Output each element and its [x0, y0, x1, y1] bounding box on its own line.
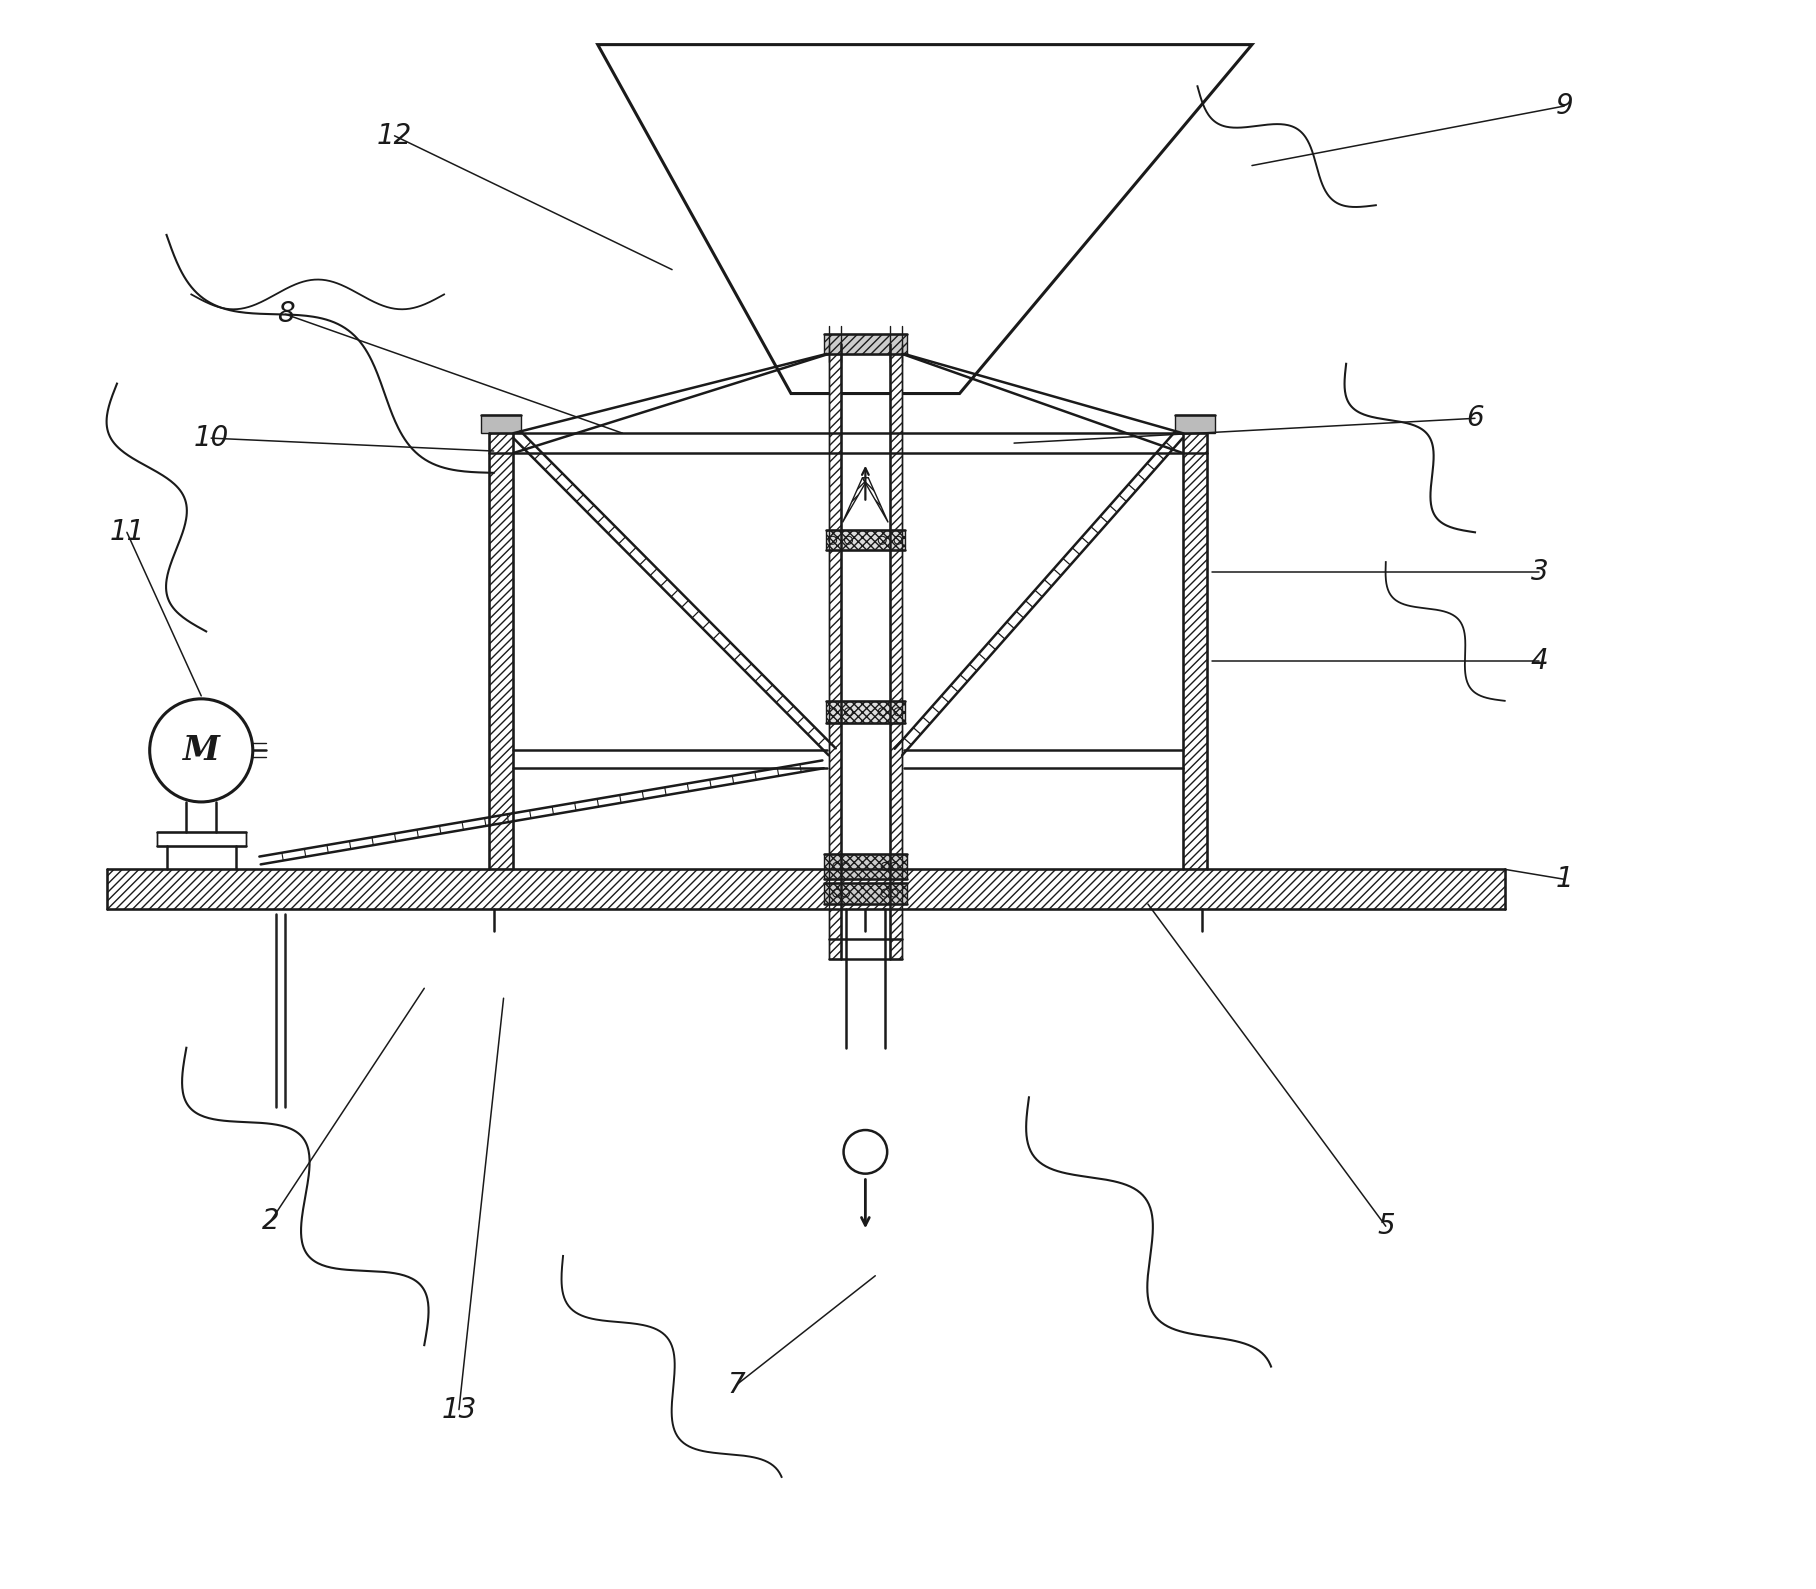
- Text: 2: 2: [262, 1208, 280, 1235]
- Text: 13: 13: [441, 1395, 476, 1424]
- Bar: [107, 869, 1505, 909]
- Text: 5: 5: [1377, 1212, 1395, 1239]
- Text: 3: 3: [1531, 558, 1549, 586]
- Text: 8: 8: [276, 300, 294, 329]
- Bar: [1182, 434, 1208, 869]
- Bar: [824, 883, 906, 904]
- Text: 4: 4: [1531, 647, 1549, 675]
- Bar: [824, 334, 906, 354]
- Bar: [481, 415, 521, 434]
- Text: M: M: [183, 734, 220, 767]
- Circle shape: [149, 699, 252, 802]
- Bar: [824, 855, 906, 879]
- Polygon shape: [843, 478, 868, 523]
- Bar: [826, 531, 904, 550]
- Text: 9: 9: [1554, 92, 1573, 121]
- Text: 10: 10: [194, 424, 229, 453]
- Text: 1: 1: [1554, 866, 1573, 893]
- Text: 11: 11: [109, 518, 145, 547]
- Polygon shape: [863, 478, 888, 523]
- Bar: [156, 831, 245, 845]
- Text: 12: 12: [378, 122, 412, 149]
- Bar: [890, 343, 903, 958]
- Bar: [1175, 415, 1215, 434]
- Bar: [828, 343, 841, 958]
- Text: 6: 6: [1466, 404, 1484, 432]
- Text: 7: 7: [728, 1371, 745, 1398]
- Bar: [489, 434, 514, 869]
- Bar: [826, 701, 904, 723]
